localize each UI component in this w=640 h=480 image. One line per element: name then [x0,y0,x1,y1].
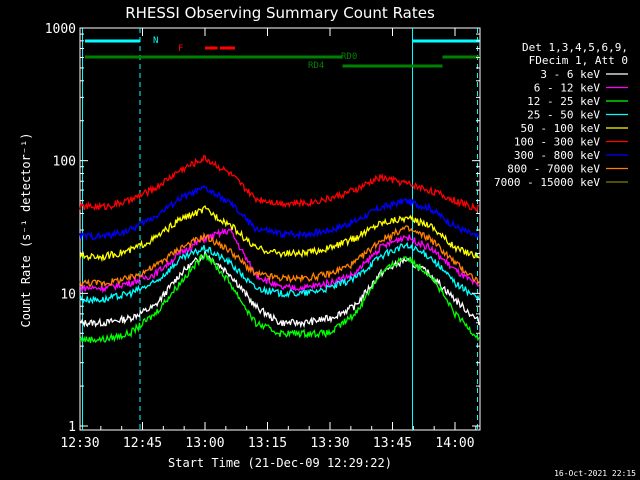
y-tick-label-2: 100 [53,155,76,170]
series-line-2 [79,252,480,344]
legend-label-5: 100 - 300 keV [514,136,600,149]
y-tick-label-0: 1 [68,420,76,435]
flag-label-n: N [153,36,158,46]
series-line-7 [79,225,480,288]
y-axis-label: Count Rate (s⁻¹ detector⁻¹) [19,132,33,327]
x-tick-label-5: 13:45 [373,436,412,451]
series-line-1 [79,227,480,294]
y-tick-label-3: 1000 [45,22,76,37]
chart-title: RHESSI Observing Summary Count Rates [125,4,435,22]
legend-label-6: 300 - 800 keV [514,149,600,162]
footer-date: 16-Oct-2021 22:15 [554,469,636,478]
series-line-3 [79,241,480,305]
legend-header-1: FDecim 1, Att 0 [529,54,628,67]
plot-frame [79,27,481,431]
series-line-5 [79,154,480,213]
series-line-4 [79,205,480,263]
flag-label-rd4: RD4 [308,61,324,71]
series-line-6 [79,184,480,241]
x-tick-label-6: 14:00 [435,436,474,451]
x-tick-label-0: 12:30 [60,436,99,451]
legend-label-0: 3 - 6 keV [540,68,600,81]
legend-label-3: 25 - 50 keV [527,109,600,122]
legend-label-1: 6 - 12 keV [534,82,601,95]
x-tick-label-4: 13:30 [310,436,349,451]
legend-label-7: 800 - 7000 keV [507,163,600,176]
legend-header-0: Det 1,3,4,5,6,9, [522,41,628,54]
legend-label-4: 50 - 100 keV [521,122,601,135]
flag-label-f: F [178,44,183,54]
legend-label-2: 12 - 25 keV [527,95,600,108]
y-tick-label-1: 10 [60,287,76,302]
x-tick-label-2: 13:00 [185,436,224,451]
x-tick-label-3: 13:15 [248,436,287,451]
x-tick-label-1: 12:45 [123,436,162,451]
flag-label-rd0: RD0 [341,52,357,62]
legend-label-8: 7000 - 15000 keV [494,176,600,189]
x-axis-label: Start Time (21-Dec-09 12:29:22) [168,456,392,470]
